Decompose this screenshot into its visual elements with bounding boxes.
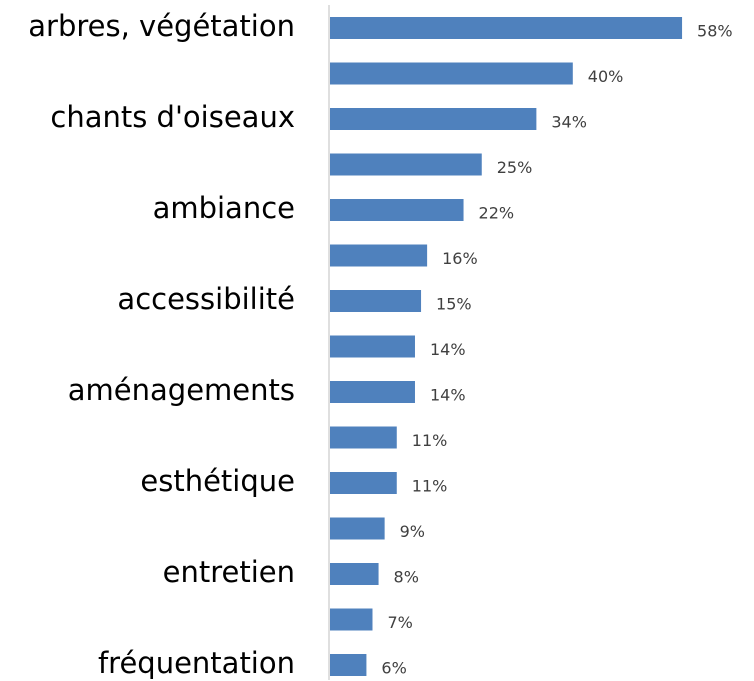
category-label: entretien — [163, 555, 295, 589]
data-label: 40% — [588, 67, 624, 86]
bar — [330, 108, 537, 130]
bar — [330, 563, 379, 585]
data-label: 11% — [412, 431, 448, 450]
data-label: 14% — [430, 340, 466, 359]
data-label: 6% — [381, 659, 406, 678]
bar — [330, 199, 464, 221]
category-label: esthétique — [140, 464, 295, 498]
data-label: 11% — [412, 477, 448, 496]
bar — [330, 244, 428, 267]
data-label: 8% — [394, 568, 419, 587]
bar — [330, 153, 482, 176]
bar — [330, 472, 397, 494]
data-label: 9% — [400, 522, 425, 541]
category-label: ambiance — [153, 191, 295, 225]
bar — [330, 17, 683, 39]
bar — [330, 517, 385, 540]
data-label: 58% — [697, 22, 733, 41]
bar — [330, 290, 422, 312]
bar — [330, 62, 573, 85]
data-label: 14% — [430, 386, 466, 405]
bar — [330, 654, 367, 676]
data-label: 34% — [551, 113, 587, 132]
category-label: chants d'oiseaux — [50, 100, 295, 134]
category-label: fréquentation — [98, 646, 295, 680]
bar — [330, 335, 415, 358]
data-label: 25% — [497, 158, 533, 177]
data-label: 22% — [479, 204, 515, 223]
data-label: 7% — [387, 613, 412, 632]
category-label: arbres, végétation — [28, 9, 295, 43]
bar — [330, 381, 415, 403]
data-label: 16% — [442, 249, 478, 268]
category-label: accessibilité — [117, 282, 295, 316]
bar — [330, 426, 397, 449]
bar — [330, 608, 373, 631]
data-label: 15% — [436, 295, 472, 314]
category-label: aménagements — [68, 373, 295, 407]
